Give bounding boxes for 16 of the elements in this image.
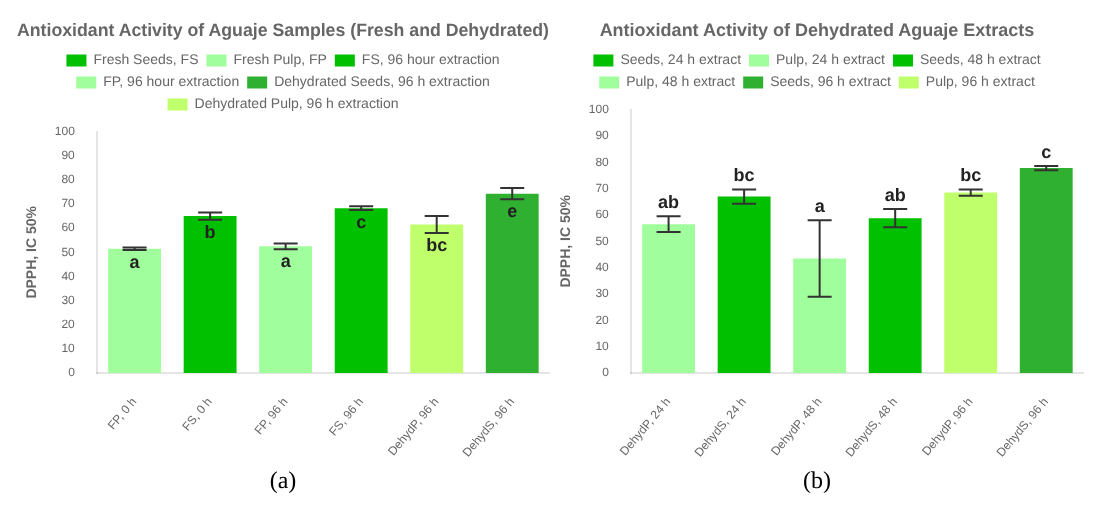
text: (a) [267,466,299,496]
annotation: ab [884,184,907,205]
annotation: c [356,212,367,233]
annotation: a [814,196,827,217]
annotation: bc [733,165,755,186]
text: (b) [801,466,833,496]
annotation: e [507,201,518,222]
chart-title: Antioxidant Activity of Dehydrated Aguaje Extracts [599,19,1035,40]
annotation: bc [426,234,448,255]
annotation: bc [960,165,982,186]
annotation: a [280,251,293,272]
annotation: b [204,221,217,242]
annotation: ab [658,192,681,213]
annotation: c [1041,141,1052,162]
annotation: a [129,251,142,272]
chart-title: Antioxidant Activity of Aguaje Samples (Fresh and Dehydrated) [16,19,550,40]
